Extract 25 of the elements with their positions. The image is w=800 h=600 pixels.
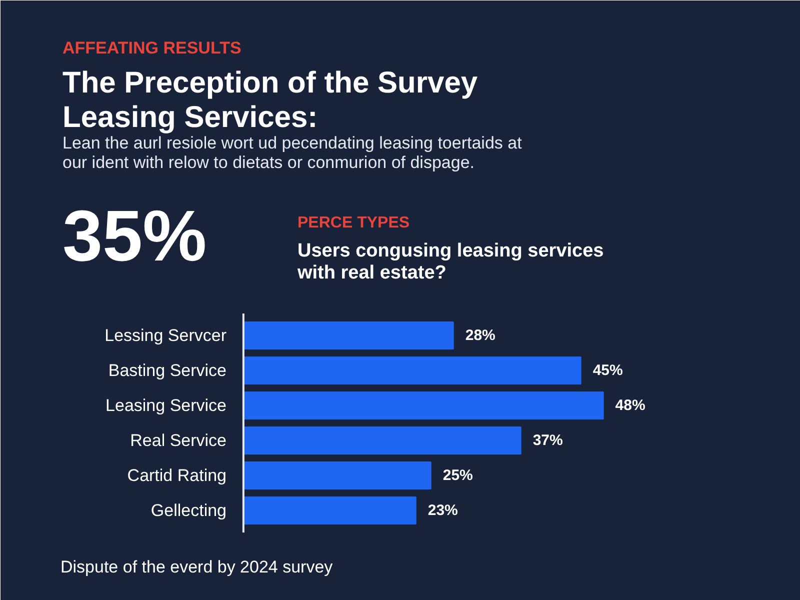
bar xyxy=(242,462,432,490)
bar xyxy=(242,322,454,350)
text: 35% xyxy=(62,196,207,276)
y-tick-label: Leasing Service xyxy=(106,396,227,415)
y-tick-label: Cartid Rating xyxy=(127,466,227,485)
y-tick-label: Basting Service xyxy=(108,361,227,380)
chart-title: The Preception of the Survey Leasing Services: xyxy=(62,66,478,134)
y-tick-label: Gellecting xyxy=(150,501,227,520)
data-label: 28% xyxy=(465,327,496,344)
y-tick-label: Real Service xyxy=(130,431,227,450)
y-tick-label: Lessing Servcer xyxy=(104,326,227,345)
data-label: 45% xyxy=(592,362,623,379)
text: Dispute of the everd by 2024 survey xyxy=(60,558,334,576)
text: AFFEATING RESULTS xyxy=(62,38,242,58)
data-label: 25% xyxy=(442,467,473,484)
bar xyxy=(242,356,582,384)
bar xyxy=(242,496,416,524)
text: PERCE TYPES xyxy=(298,214,410,232)
data-label: 37% xyxy=(532,432,563,449)
data-label: 48% xyxy=(615,397,646,414)
bar xyxy=(242,426,522,454)
chart-subtitle: Lean the aurl resiole wort ud pecendating leasing toertaids at our ident with relow to dietats or conmurion of dispage. xyxy=(62,134,522,172)
bar xyxy=(242,392,604,420)
data-label: 23% xyxy=(428,502,458,519)
text: Users congusing leasing services with real estate? xyxy=(296,240,604,284)
